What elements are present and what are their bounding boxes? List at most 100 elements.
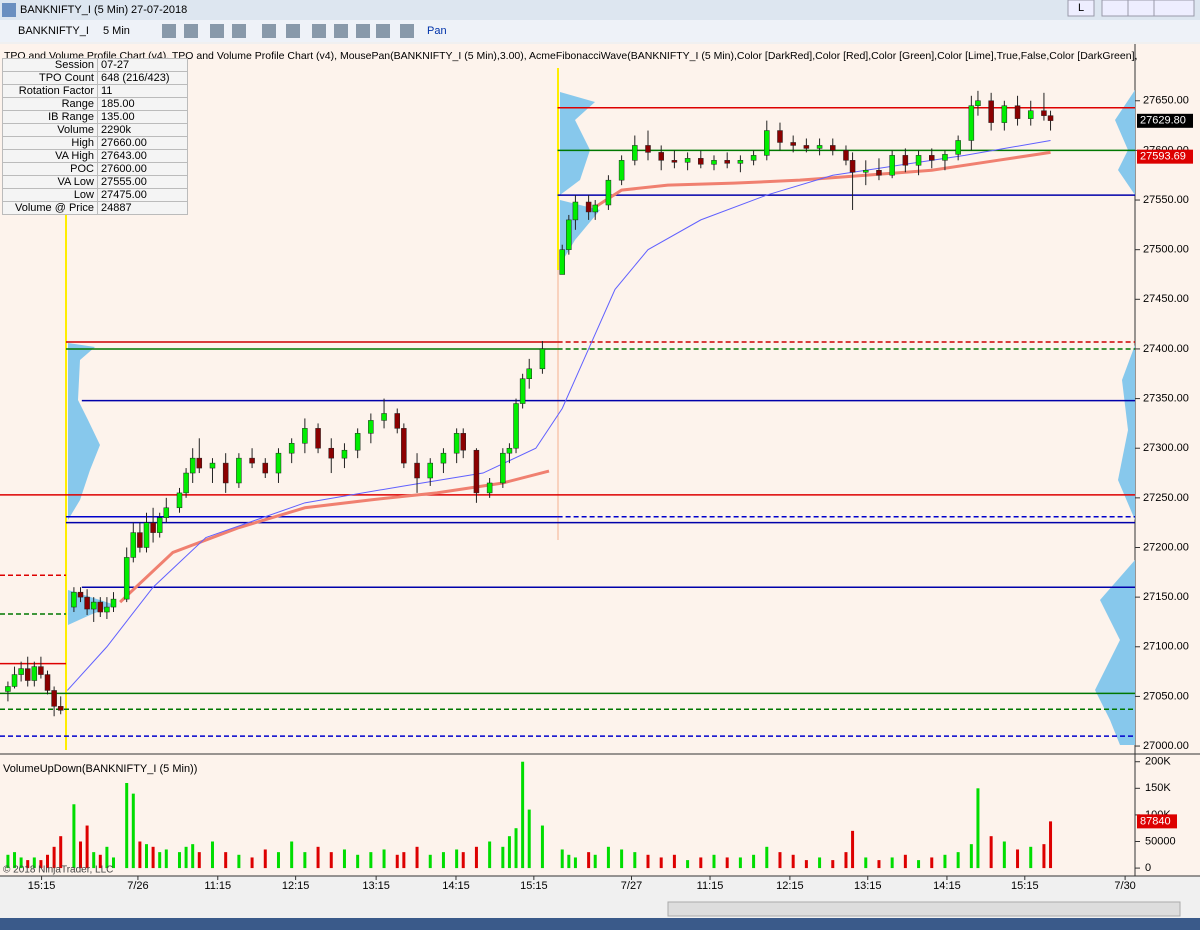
close-button[interactable] (1153, 0, 1195, 17)
candle-body (539, 348, 546, 370)
pan-mode[interactable]: Pan (427, 25, 447, 37)
candle-body (44, 674, 51, 691)
window-date: 27-07-2018 (131, 4, 187, 16)
y-tick-label: 27400.00 (1143, 343, 1189, 355)
volume-bar (26, 860, 30, 869)
volume-bar (620, 849, 624, 869)
tool-icon[interactable] (312, 24, 326, 38)
candle-body (31, 666, 38, 681)
x-tick-label: 11:15 (697, 880, 724, 892)
tool-icon[interactable] (400, 24, 414, 38)
volume-bar (917, 860, 921, 869)
info-key: VA Low (2, 175, 98, 189)
x-tick-label: 15:15 (520, 880, 548, 892)
candle-body (368, 420, 374, 434)
candle-body (684, 158, 691, 163)
candle-body (645, 145, 651, 153)
volume-bar (164, 849, 168, 869)
volume-bar (85, 825, 89, 869)
tool-icon[interactable] (184, 24, 198, 38)
candle-body (750, 155, 757, 161)
candle-body (803, 145, 810, 149)
tool-icon[interactable] (376, 24, 390, 38)
y-tick-label: 27650.00 (1143, 95, 1189, 107)
info-key: IB Range (2, 110, 98, 124)
candle-body (150, 522, 156, 533)
x-tick-label: 11:15 (204, 880, 231, 892)
info-value: 135.00 (97, 110, 188, 124)
window-button[interactable] (1067, 0, 1095, 17)
tool-icon[interactable] (356, 24, 370, 38)
candle-body (506, 447, 513, 454)
volume-bar (943, 854, 947, 869)
volume-bar (316, 846, 320, 869)
y-tick-label: 200K (1145, 756, 1171, 768)
volume-bar (382, 849, 386, 869)
x-tick-label: 14:15 (442, 880, 470, 892)
volume-bar (501, 846, 505, 869)
volume-bar (224, 852, 228, 869)
candle-body (440, 452, 447, 464)
candle-body (724, 160, 730, 164)
volume-bar (441, 852, 445, 869)
candle-body (519, 378, 526, 404)
info-row: Rotation Factor 11 (2, 84, 188, 98)
taskbar (0, 918, 1200, 930)
maximize-button[interactable] (1127, 0, 1155, 17)
info-key: VA High (2, 149, 98, 163)
instrument-selector[interactable]: BANKNIFTY_I (18, 25, 89, 37)
volume-bar (250, 857, 254, 869)
x-tick-label: 13:15 (854, 880, 882, 892)
y-tick-label: 27000.00 (1143, 740, 1189, 752)
window-button-label[interactable]: L (1078, 2, 1084, 14)
info-row: TPO Count 648 (216/423) (2, 71, 188, 85)
x-tick-label: 12:15 (282, 880, 310, 892)
tool-icon[interactable] (162, 24, 176, 38)
volume-bar (587, 852, 591, 869)
volume-bar (540, 825, 544, 869)
volume-bar (818, 857, 822, 869)
volume-bar (1002, 841, 1006, 869)
candle-body (84, 596, 90, 610)
tool-icon[interactable] (334, 24, 348, 38)
interval-selector[interactable]: 5 Min (103, 25, 130, 37)
info-key: High (2, 136, 98, 150)
volume-bar (725, 857, 729, 869)
y-tick-label: 27150.00 (1143, 591, 1189, 603)
candle-body (764, 130, 770, 156)
volume-bar (514, 828, 518, 869)
candle-body (585, 201, 592, 213)
candle-body (1001, 105, 1008, 123)
volume-profile (1115, 90, 1135, 195)
y-tick-label: 27300.00 (1143, 442, 1189, 454)
volume-bar (112, 857, 115, 869)
price-label: 27629.80 (1140, 115, 1186, 127)
candle-body (262, 462, 269, 474)
info-key: Range (2, 97, 98, 111)
scrollbar[interactable] (667, 901, 1181, 917)
tool-icon[interactable] (210, 24, 224, 38)
tool-icon[interactable] (232, 24, 246, 38)
candle-body (183, 472, 189, 494)
info-row: High 27660.00 (2, 136, 188, 150)
info-value: 27555.00 (97, 175, 188, 189)
candle-body (658, 152, 664, 161)
candle-body (863, 170, 869, 173)
candle-body (354, 433, 361, 451)
minimize-button[interactable] (1101, 0, 1129, 17)
volume-bar (402, 852, 406, 869)
volume-bar (686, 860, 690, 869)
y-tick-label: 27100.00 (1143, 641, 1189, 653)
info-value: 11 (97, 84, 188, 98)
candle-body (176, 492, 183, 509)
volume-bar (52, 846, 56, 869)
candle-body (38, 666, 44, 675)
last-value-label: 87840 (1140, 815, 1171, 827)
candle-body (104, 606, 110, 613)
info-table: Session 07-27 TPO Count 648 (216/423) Rotati… (2, 58, 188, 215)
candle-body (341, 449, 348, 459)
volume-profile (1095, 560, 1135, 745)
tool-icon[interactable] (262, 24, 276, 38)
price-label: 27593.69 (1140, 151, 1186, 163)
tool-icon[interactable] (286, 24, 300, 38)
